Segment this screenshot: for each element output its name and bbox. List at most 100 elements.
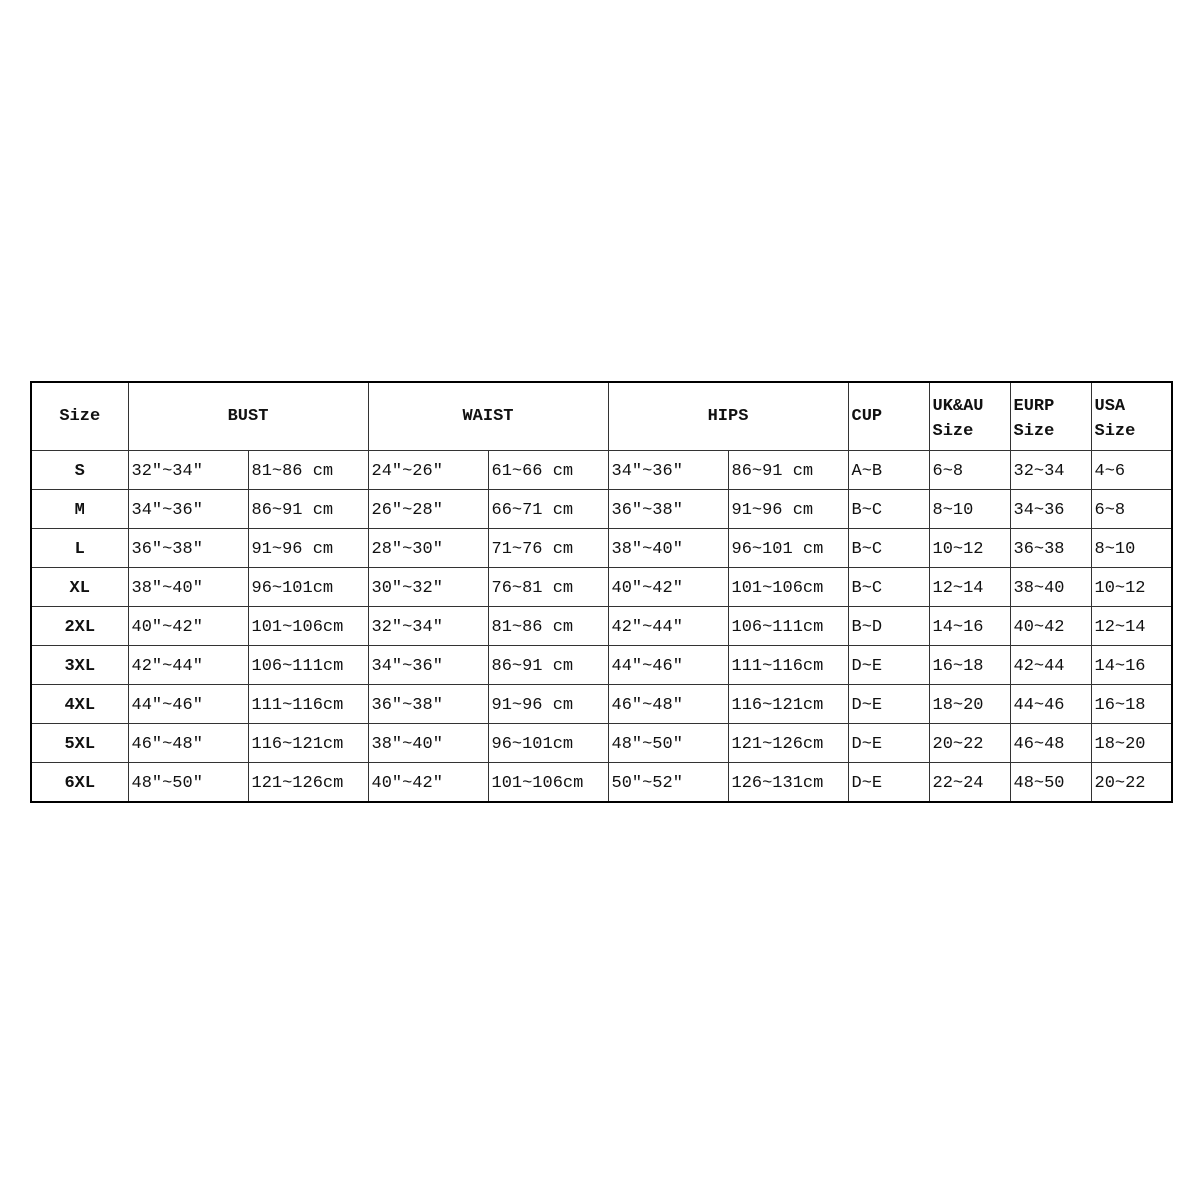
cell-bust-cm: 91~96 cm [247,528,369,568]
cell-bust-cm: 101~106cm [247,606,369,646]
cell-bust-cm: 81~86 cm [247,450,369,490]
cell-waist-cm: 76~81 cm [487,567,609,607]
cell-waist-cm: 96~101cm [487,723,609,763]
header-eurp: EURP Size [1009,381,1092,451]
cell-hips-in: 50″~52″ [607,762,729,803]
cell-bust-in: 32″~34″ [127,450,249,490]
cell-ukau: 20~22 [928,723,1011,763]
cell-bust-cm: 106~111cm [247,645,369,685]
cell-usa: 18~20 [1090,723,1173,763]
table-row: 4XL 44″~46″ 111~116cm 36″~38″ 91~96 cm 46″~48… [30,684,1173,724]
cell-waist-in: 26″~28″ [367,489,489,529]
header-usa-line2: Size [1094,421,1136,441]
cell-size: XL [30,567,129,607]
cell-waist-in: 36″~38″ [367,684,489,724]
cell-cup: B~C [847,489,930,529]
cell-hips-cm: 111~116cm [727,645,849,685]
cell-cup: D~E [847,762,930,803]
cell-waist-in: 30″~32″ [367,567,489,607]
cell-eurp: 48~50 [1009,762,1092,803]
cell-waist-cm: 91~96 cm [487,684,609,724]
cell-hips-cm: 121~126cm [727,723,849,763]
cell-eurp: 42~44 [1009,645,1092,685]
cell-hips-cm: 96~101 cm [727,528,849,568]
cell-eurp: 34~36 [1009,489,1092,529]
table-row: 3XL 42″~44″ 106~111cm 34″~36″ 86~91 cm 44″~46… [30,645,1173,685]
table-row: XL 38″~40″ 96~101cm 30″~32″ 76~81 cm 40″~42″ 1… [30,567,1173,607]
header-ukau-line2: Size [932,421,974,441]
cell-bust-in: 38″~40″ [127,567,249,607]
cell-ukau: 16~18 [928,645,1011,685]
cell-waist-cm: 81~86 cm [487,606,609,646]
cell-size: 4XL [30,684,129,724]
cell-cup: B~D [847,606,930,646]
header-usa-line1: USA [1094,396,1126,416]
cell-bust-cm: 86~91 cm [247,489,369,529]
header-usa: USA Size [1090,381,1173,451]
table-row: 6XL 48″~50″ 121~126cm 40″~42″ 101~106cm 50″~5… [30,762,1173,803]
cell-ukau: 12~14 [928,567,1011,607]
cell-bust-in: 36″~38″ [127,528,249,568]
cell-hips-in: 36″~38″ [607,489,729,529]
table-row: 2XL 40″~42″ 101~106cm 32″~34″ 81~86 cm 42″~44… [30,606,1173,646]
header-ukau: UK&AU Size [928,381,1011,451]
cell-waist-in: 38″~40″ [367,723,489,763]
table-row: M 34″~36″ 86~91 cm 26″~28″ 66~71 cm 36″~38″ 91… [30,489,1173,529]
cell-hips-cm: 101~106cm [727,567,849,607]
cell-size: 2XL [30,606,129,646]
cell-cup: B~C [847,528,930,568]
cell-bust-cm: 96~101cm [247,567,369,607]
cell-waist-cm: 61~66 cm [487,450,609,490]
cell-hips-in: 40″~42″ [607,567,729,607]
header-ukau-line1: UK&AU [932,396,984,416]
table-row: 5XL 46″~48″ 116~121cm 38″~40″ 96~101cm 48″~50… [30,723,1173,763]
cell-cup: D~E [847,645,930,685]
header-eurp-line2: Size [1013,421,1055,441]
cell-bust-in: 40″~42″ [127,606,249,646]
cell-size: 5XL [30,723,129,763]
cell-cup: D~E [847,723,930,763]
table-row: L 36″~38″ 91~96 cm 28″~30″ 71~76 cm 38″~40″ 96… [30,528,1173,568]
cell-usa: 10~12 [1090,567,1173,607]
header-cup: CUP [847,381,930,451]
cell-ukau: 22~24 [928,762,1011,803]
cell-eurp: 44~46 [1009,684,1092,724]
cell-cup: D~E [847,684,930,724]
cell-usa: 14~16 [1090,645,1173,685]
size-chart-table: Size BUST WAIST HIPS CUP UK&AU Size EURP S… [30,381,1173,803]
cell-waist-in: 24″~26″ [367,450,489,490]
cell-size: 3XL [30,645,129,685]
cell-waist-in: 32″~34″ [367,606,489,646]
cell-hips-cm: 106~111cm [727,606,849,646]
cell-waist-in: 40″~42″ [367,762,489,803]
cell-ukau: 8~10 [928,489,1011,529]
cell-bust-cm: 111~116cm [247,684,369,724]
cell-cup: A~B [847,450,930,490]
cell-hips-cm: 126~131cm [727,762,849,803]
cell-hips-in: 42″~44″ [607,606,729,646]
cell-bust-cm: 121~126cm [247,762,369,803]
cell-waist-cm: 101~106cm [487,762,609,803]
cell-usa: 8~10 [1090,528,1173,568]
cell-hips-cm: 116~121cm [727,684,849,724]
cell-usa: 6~8 [1090,489,1173,529]
cell-hips-cm: 91~96 cm [727,489,849,529]
cell-waist-cm: 71~76 cm [487,528,609,568]
cell-cup: B~C [847,567,930,607]
cell-eurp: 36~38 [1009,528,1092,568]
cell-bust-in: 42″~44″ [127,645,249,685]
header-row: Size BUST WAIST HIPS CUP UK&AU Size EURP S… [30,381,1173,451]
cell-ukau: 6~8 [928,450,1011,490]
header-size: Size [30,381,129,451]
cell-bust-in: 44″~46″ [127,684,249,724]
cell-waist-in: 34″~36″ [367,645,489,685]
cell-size: 6XL [30,762,129,803]
cell-hips-in: 48″~50″ [607,723,729,763]
cell-eurp: 32~34 [1009,450,1092,490]
cell-usa: 20~22 [1090,762,1173,803]
cell-bust-in: 46″~48″ [127,723,249,763]
cell-hips-in: 44″~46″ [607,645,729,685]
cell-waist-in: 28″~30″ [367,528,489,568]
table-row: S 32″~34″ 81~86 cm 24″~26″ 61~66 cm 34″~36″ 86… [30,450,1173,490]
cell-eurp: 40~42 [1009,606,1092,646]
